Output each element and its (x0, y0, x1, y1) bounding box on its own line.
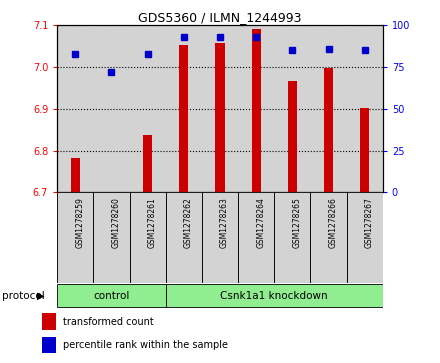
Bar (129, 192, 166, 283)
Bar (347, 192, 383, 283)
Text: transformed count: transformed count (63, 317, 154, 327)
Bar (347, 25, 383, 192)
Bar (360, 108, 369, 192)
Bar (143, 135, 152, 192)
Bar (202, 25, 238, 192)
Bar (42, 337, 56, 354)
Bar (252, 29, 260, 192)
Text: GSM1278265: GSM1278265 (292, 197, 301, 248)
Text: GSM1278264: GSM1278264 (256, 197, 265, 248)
Bar (238, 192, 274, 283)
Text: control: control (93, 291, 130, 301)
Text: GDS5360 / ILMN_1244993: GDS5360 / ILMN_1244993 (138, 11, 302, 24)
Bar (202, 192, 238, 283)
Bar (166, 25, 202, 192)
Text: GSM1278267: GSM1278267 (365, 197, 374, 248)
Bar (216, 43, 224, 192)
Text: GSM1278260: GSM1278260 (111, 197, 121, 248)
Text: GSM1278263: GSM1278263 (220, 197, 229, 248)
Text: GSM1278266: GSM1278266 (329, 197, 337, 248)
Text: GSM1278261: GSM1278261 (148, 197, 157, 248)
Bar (129, 25, 166, 192)
Bar (274, 25, 311, 192)
Text: GSM1278259: GSM1278259 (75, 197, 84, 248)
Bar (57, 192, 93, 283)
Text: ▶: ▶ (37, 291, 45, 301)
Bar (274, 192, 311, 283)
Bar (166, 192, 202, 283)
Bar (324, 68, 333, 192)
Bar (238, 25, 274, 192)
Bar (42, 313, 56, 330)
Bar (311, 25, 347, 192)
Bar (93, 192, 129, 283)
Bar (71, 158, 80, 192)
Bar (57, 25, 93, 192)
Text: percentile rank within the sample: percentile rank within the sample (63, 340, 228, 350)
Bar (180, 45, 188, 192)
Bar (57, 285, 166, 307)
Bar (166, 285, 383, 307)
Bar (311, 192, 347, 283)
Bar (288, 81, 297, 192)
Text: GSM1278262: GSM1278262 (184, 197, 193, 248)
Text: Csnk1a1 knockdown: Csnk1a1 knockdown (220, 291, 328, 301)
Text: protocol: protocol (2, 291, 45, 301)
Bar (93, 25, 129, 192)
